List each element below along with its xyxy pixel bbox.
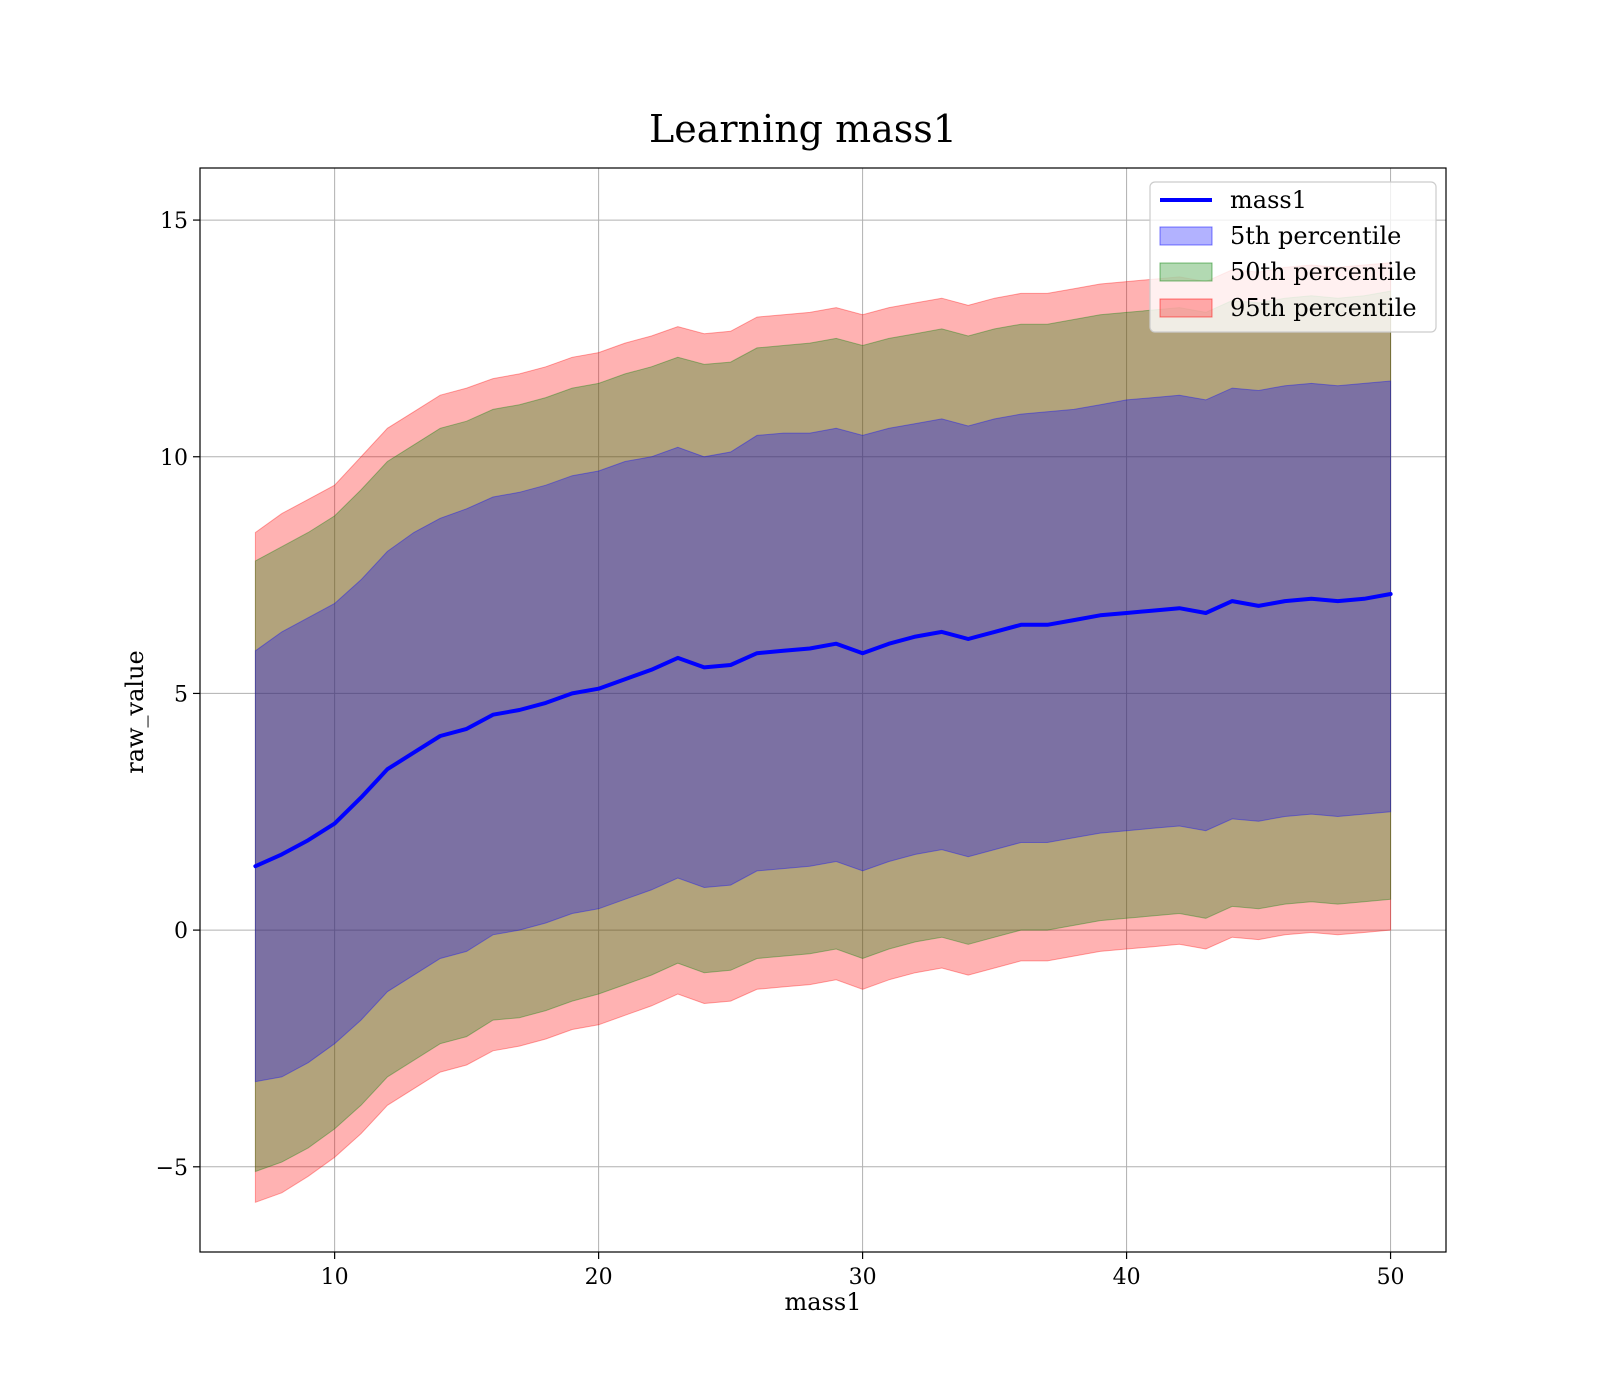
legend-box — [1149, 181, 1437, 333]
y-axis-ticks: −5 0 5 10 15 — [156, 209, 200, 1181]
percentile-bands — [254, 262, 1392, 1204]
band-5th-percentile — [254, 380, 1392, 1083]
y-tick-label-3: 10 — [160, 446, 188, 471]
x-tick-label-30: 30 — [849, 1265, 877, 1290]
plot-area — [200, 168, 1446, 1252]
grid — [200, 168, 1446, 1252]
legend: mass1 5th percentile 50th percentile 95t… — [1149, 181, 1437, 333]
y-tick-label-1: 0 — [174, 919, 188, 944]
legend-label-mass1: mass1 — [1230, 186, 1307, 214]
series-lines — [253, 592, 1393, 869]
x-tick-label-10: 10 — [321, 1265, 349, 1290]
x-tick-label-20: 20 — [585, 1265, 613, 1290]
x-tick-label-40: 40 — [1113, 1265, 1141, 1290]
y-tick-label-2: 5 — [174, 682, 188, 707]
y-tick-label-4: 15 — [160, 209, 188, 234]
legend-label-50th: 50th percentile — [1230, 258, 1417, 286]
legend-swatch-5th — [1159, 226, 1213, 246]
chart-title: Learning mass1 — [649, 107, 957, 151]
line-mass1 — [253, 592, 1393, 869]
x-axis-ticks: 10 20 30 40 50 — [321, 1252, 1405, 1290]
legend-swatch-50th — [1159, 262, 1213, 282]
x-axis-label: mass1 — [785, 1288, 862, 1316]
y-axis-label: raw_value — [121, 650, 149, 774]
band-95th-percentile — [254, 262, 1392, 1204]
y-tick-label-0: −5 — [156, 1156, 188, 1181]
band-50th-percentile — [254, 290, 1392, 1173]
plot-frame — [199, 167, 1447, 1253]
x-tick-label-50: 50 — [1377, 1265, 1405, 1290]
legend-label-5th: 5th percentile — [1230, 222, 1401, 250]
legend-swatch-95th — [1159, 298, 1213, 318]
legend-label-95th: 95th percentile — [1230, 294, 1417, 322]
